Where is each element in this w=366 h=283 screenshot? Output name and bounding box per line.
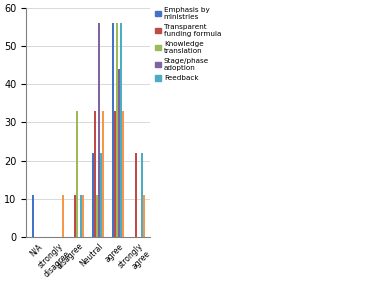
Bar	[116, 23, 119, 237]
Bar	[32, 195, 34, 237]
Bar	[62, 195, 64, 237]
Bar	[98, 23, 100, 237]
Bar	[82, 195, 84, 237]
Bar	[119, 69, 120, 237]
Bar	[135, 153, 137, 237]
Bar	[94, 111, 96, 237]
Bar	[76, 111, 78, 237]
Bar	[102, 111, 104, 237]
Bar	[143, 195, 145, 237]
Bar	[120, 23, 123, 237]
Bar	[92, 153, 94, 237]
Legend: Emphasis by
ministries, Transparent
funding formula, Knowledge
translation, Stag: Emphasis by ministries, Transparent fund…	[155, 7, 221, 82]
Bar	[112, 23, 115, 237]
Bar	[100, 153, 102, 237]
Bar	[74, 195, 76, 237]
Bar	[141, 153, 143, 237]
Bar	[123, 111, 124, 237]
Bar	[115, 111, 116, 237]
Bar	[96, 195, 98, 237]
Bar	[80, 195, 82, 237]
